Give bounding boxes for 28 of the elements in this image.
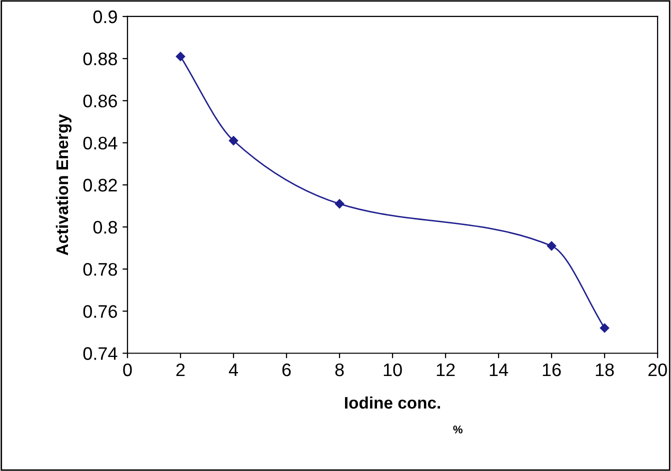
y-tick-label: 0.86 [83, 94, 117, 108]
x-tick-label: 2 [176, 363, 185, 376]
y-tick-label: 0.88 [83, 52, 117, 66]
x-tick-label: 20 [648, 363, 667, 376]
y-tick-label: 0.82 [83, 178, 117, 192]
x-tick-label: 16 [542, 363, 561, 376]
y-tick-label: 0.76 [83, 305, 117, 318]
text: % [453, 426, 463, 434]
point [600, 323, 610, 333]
x-axis-title: Iodine conc. [345, 396, 440, 409]
point [228, 136, 238, 146]
x-tick-label: 10 [384, 363, 402, 376]
x-tick-label: 0 [123, 363, 132, 376]
y-tick-label: 0.9 [93, 10, 117, 24]
y-tick-label: 0.78 [83, 262, 117, 276]
x-tick-label: 8 [335, 363, 344, 376]
point [176, 52, 186, 62]
point [546, 241, 556, 251]
x-tick-label: 6 [282, 363, 291, 376]
x-tick-label: 12 [436, 363, 455, 376]
y-tick-label: 0.8 [93, 220, 117, 234]
y-axis-title: Activation Energy [56, 114, 72, 256]
y-tick-label: 0.84 [83, 136, 118, 150]
x-tick-label: 18 [596, 363, 614, 376]
y-tick-label: 0.74 [83, 347, 118, 360]
point [334, 199, 344, 208]
x-tick-label: 14 [490, 364, 508, 376]
x-tick-label: 4 [228, 364, 238, 376]
